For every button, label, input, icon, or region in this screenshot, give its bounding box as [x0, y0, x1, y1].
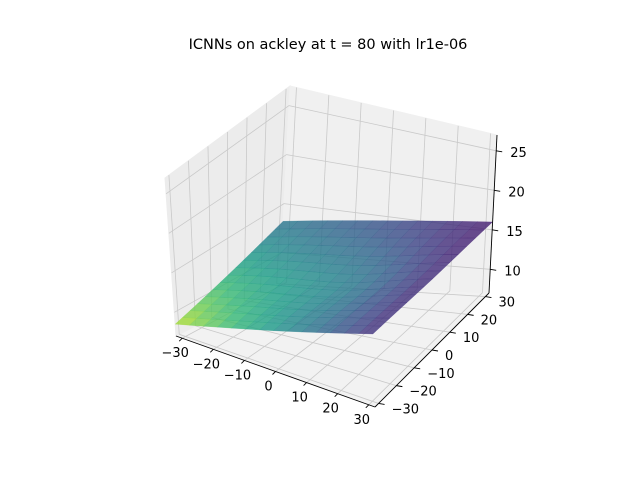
y-tick-label: 20 — [481, 313, 498, 328]
z-tick-mark — [490, 268, 497, 271]
x-tick-mark — [365, 404, 370, 409]
z-axis-ticks: 10 15 20 25 — [490, 146, 527, 279]
x-tick-mark — [272, 371, 276, 375]
y-tick-label: −10 — [427, 367, 454, 382]
y-tick-label: −20 — [409, 385, 436, 400]
grid-line-y-floor — [179, 333, 379, 404]
z-tick-label: 20 — [508, 185, 525, 200]
grid-line-y-left — [188, 160, 196, 326]
y-tick-mark — [467, 313, 474, 316]
x-tick-label: 20 — [322, 402, 339, 417]
z-tick-mark — [492, 229, 499, 232]
grid-line-z-left — [171, 203, 285, 274]
surface-patch — [274, 220, 299, 230]
y-tick-mark — [378, 402, 385, 405]
grid-line-y-floor — [195, 325, 397, 387]
grid-line-x-back — [449, 125, 459, 291]
y-tick-label: 0 — [445, 349, 453, 364]
z-tick-label: 15 — [506, 225, 523, 240]
x-axis-ticks: −30 −20 −10 0 10 20 30 — [162, 337, 371, 428]
y-tick-label: 30 — [498, 296, 515, 311]
x-tick-mark — [241, 360, 245, 364]
x-tick-label: −10 — [224, 368, 251, 383]
x-tick-label: 0 — [264, 380, 272, 395]
x-tick-mark — [209, 348, 214, 353]
grid-line-z-back — [288, 105, 497, 152]
x-tick-label: 10 — [291, 391, 308, 406]
chart-title: ICNNs on ackley at t = 80 with lr1e-06 — [189, 37, 468, 53]
y-tick-mark — [414, 367, 421, 370]
grid-line-z-back — [286, 154, 495, 191]
grid-line-z-left — [168, 154, 287, 234]
y-tick-mark — [396, 385, 403, 388]
grid-line-y-left — [168, 175, 180, 335]
surface-plot — [174, 220, 494, 335]
z-axis-line — [488, 134, 498, 294]
z-tick-label: 10 — [504, 264, 521, 279]
x-tick-mark — [303, 382, 307, 386]
x-tick-mark — [178, 337, 183, 342]
z-tick-label: 25 — [510, 146, 527, 161]
grid-line-y-left — [207, 146, 213, 318]
x-tick-label: −30 — [162, 346, 189, 361]
y-tick-label: −30 — [392, 402, 419, 417]
z-tick-mark — [494, 189, 501, 192]
y-tick-label: 10 — [463, 331, 480, 346]
grid-line-z-left — [165, 105, 290, 195]
x-tick-mark — [334, 393, 339, 398]
y-tick-mark — [449, 331, 456, 334]
y-tick-mark — [431, 349, 439, 352]
grid-line-x-back — [482, 133, 491, 293]
y-tick-mark — [485, 296, 492, 299]
x-tick-label: −20 — [193, 357, 220, 372]
x-tick-label: 30 — [354, 413, 371, 428]
z-tick-mark — [496, 150, 503, 153]
